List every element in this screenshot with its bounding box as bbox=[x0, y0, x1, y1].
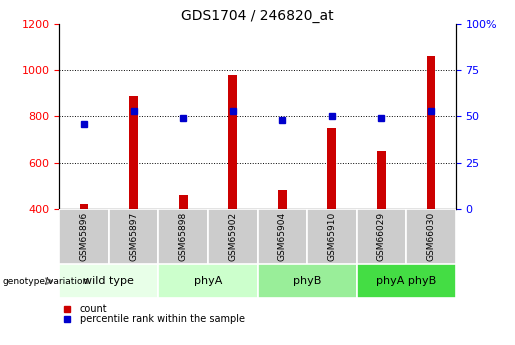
Text: GSM65897: GSM65897 bbox=[129, 212, 138, 261]
Text: phyB: phyB bbox=[293, 276, 321, 286]
Text: percentile rank within the sample: percentile rank within the sample bbox=[80, 314, 245, 324]
Bar bbox=[278, 190, 287, 209]
Bar bbox=[59, 209, 109, 264]
Text: GSM65904: GSM65904 bbox=[278, 212, 287, 261]
Text: phyA phyB: phyA phyB bbox=[376, 276, 436, 286]
Text: GSM65898: GSM65898 bbox=[179, 212, 187, 261]
Text: genotype/variation: genotype/variation bbox=[3, 277, 89, 286]
Bar bbox=[307, 209, 356, 264]
Title: GDS1704 / 246820_at: GDS1704 / 246820_at bbox=[181, 9, 334, 23]
Bar bbox=[356, 209, 406, 264]
Text: phyA: phyA bbox=[194, 276, 222, 286]
Text: GSM66030: GSM66030 bbox=[426, 212, 436, 261]
Bar bbox=[426, 57, 436, 209]
Text: GSM65902: GSM65902 bbox=[228, 212, 237, 261]
Text: GSM65896: GSM65896 bbox=[79, 212, 89, 261]
Bar bbox=[59, 264, 158, 298]
Bar bbox=[377, 151, 386, 209]
Bar bbox=[158, 209, 208, 264]
Bar bbox=[109, 209, 158, 264]
Bar bbox=[179, 195, 187, 209]
Bar bbox=[228, 75, 237, 209]
Bar bbox=[79, 204, 89, 209]
Bar bbox=[129, 96, 138, 209]
Bar bbox=[258, 264, 356, 298]
Text: GSM66029: GSM66029 bbox=[377, 212, 386, 261]
Text: wild type: wild type bbox=[83, 276, 134, 286]
Text: count: count bbox=[80, 304, 108, 314]
Bar bbox=[208, 209, 258, 264]
Bar bbox=[258, 209, 307, 264]
Bar bbox=[356, 264, 456, 298]
Text: GSM65910: GSM65910 bbox=[328, 212, 336, 261]
Bar bbox=[328, 128, 336, 209]
Bar bbox=[406, 209, 456, 264]
Bar bbox=[158, 264, 258, 298]
